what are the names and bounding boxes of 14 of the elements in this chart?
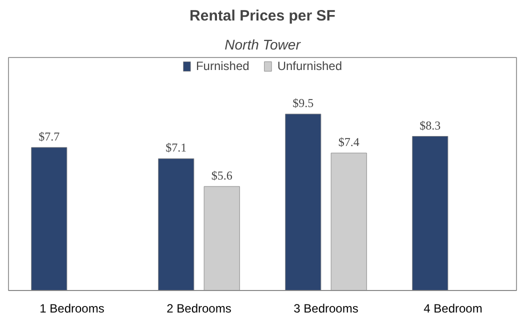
x-tick-label: 4 Bedroom: [424, 302, 482, 316]
data-label: $9.5: [292, 96, 314, 110]
legend-label: Furnished: [196, 59, 250, 73]
x-tick-label: 1 Bedrooms: [40, 302, 104, 316]
data-label: $7.1: [166, 140, 187, 155]
x-tick-label: 3 Bedrooms: [294, 302, 358, 316]
data-label: $7.7: [38, 129, 60, 144]
data-label: $5.6: [211, 168, 232, 182]
chart-subtitle: North Tower: [224, 36, 302, 52]
x-tick-label: 2 Bedrooms: [166, 302, 232, 316]
chart-title: Rental Prices per SF: [190, 8, 336, 24]
legend-label: Unfurnished: [277, 59, 342, 73]
data-label: $7.4: [338, 135, 360, 150]
data-label: $8.3: [420, 118, 441, 132]
